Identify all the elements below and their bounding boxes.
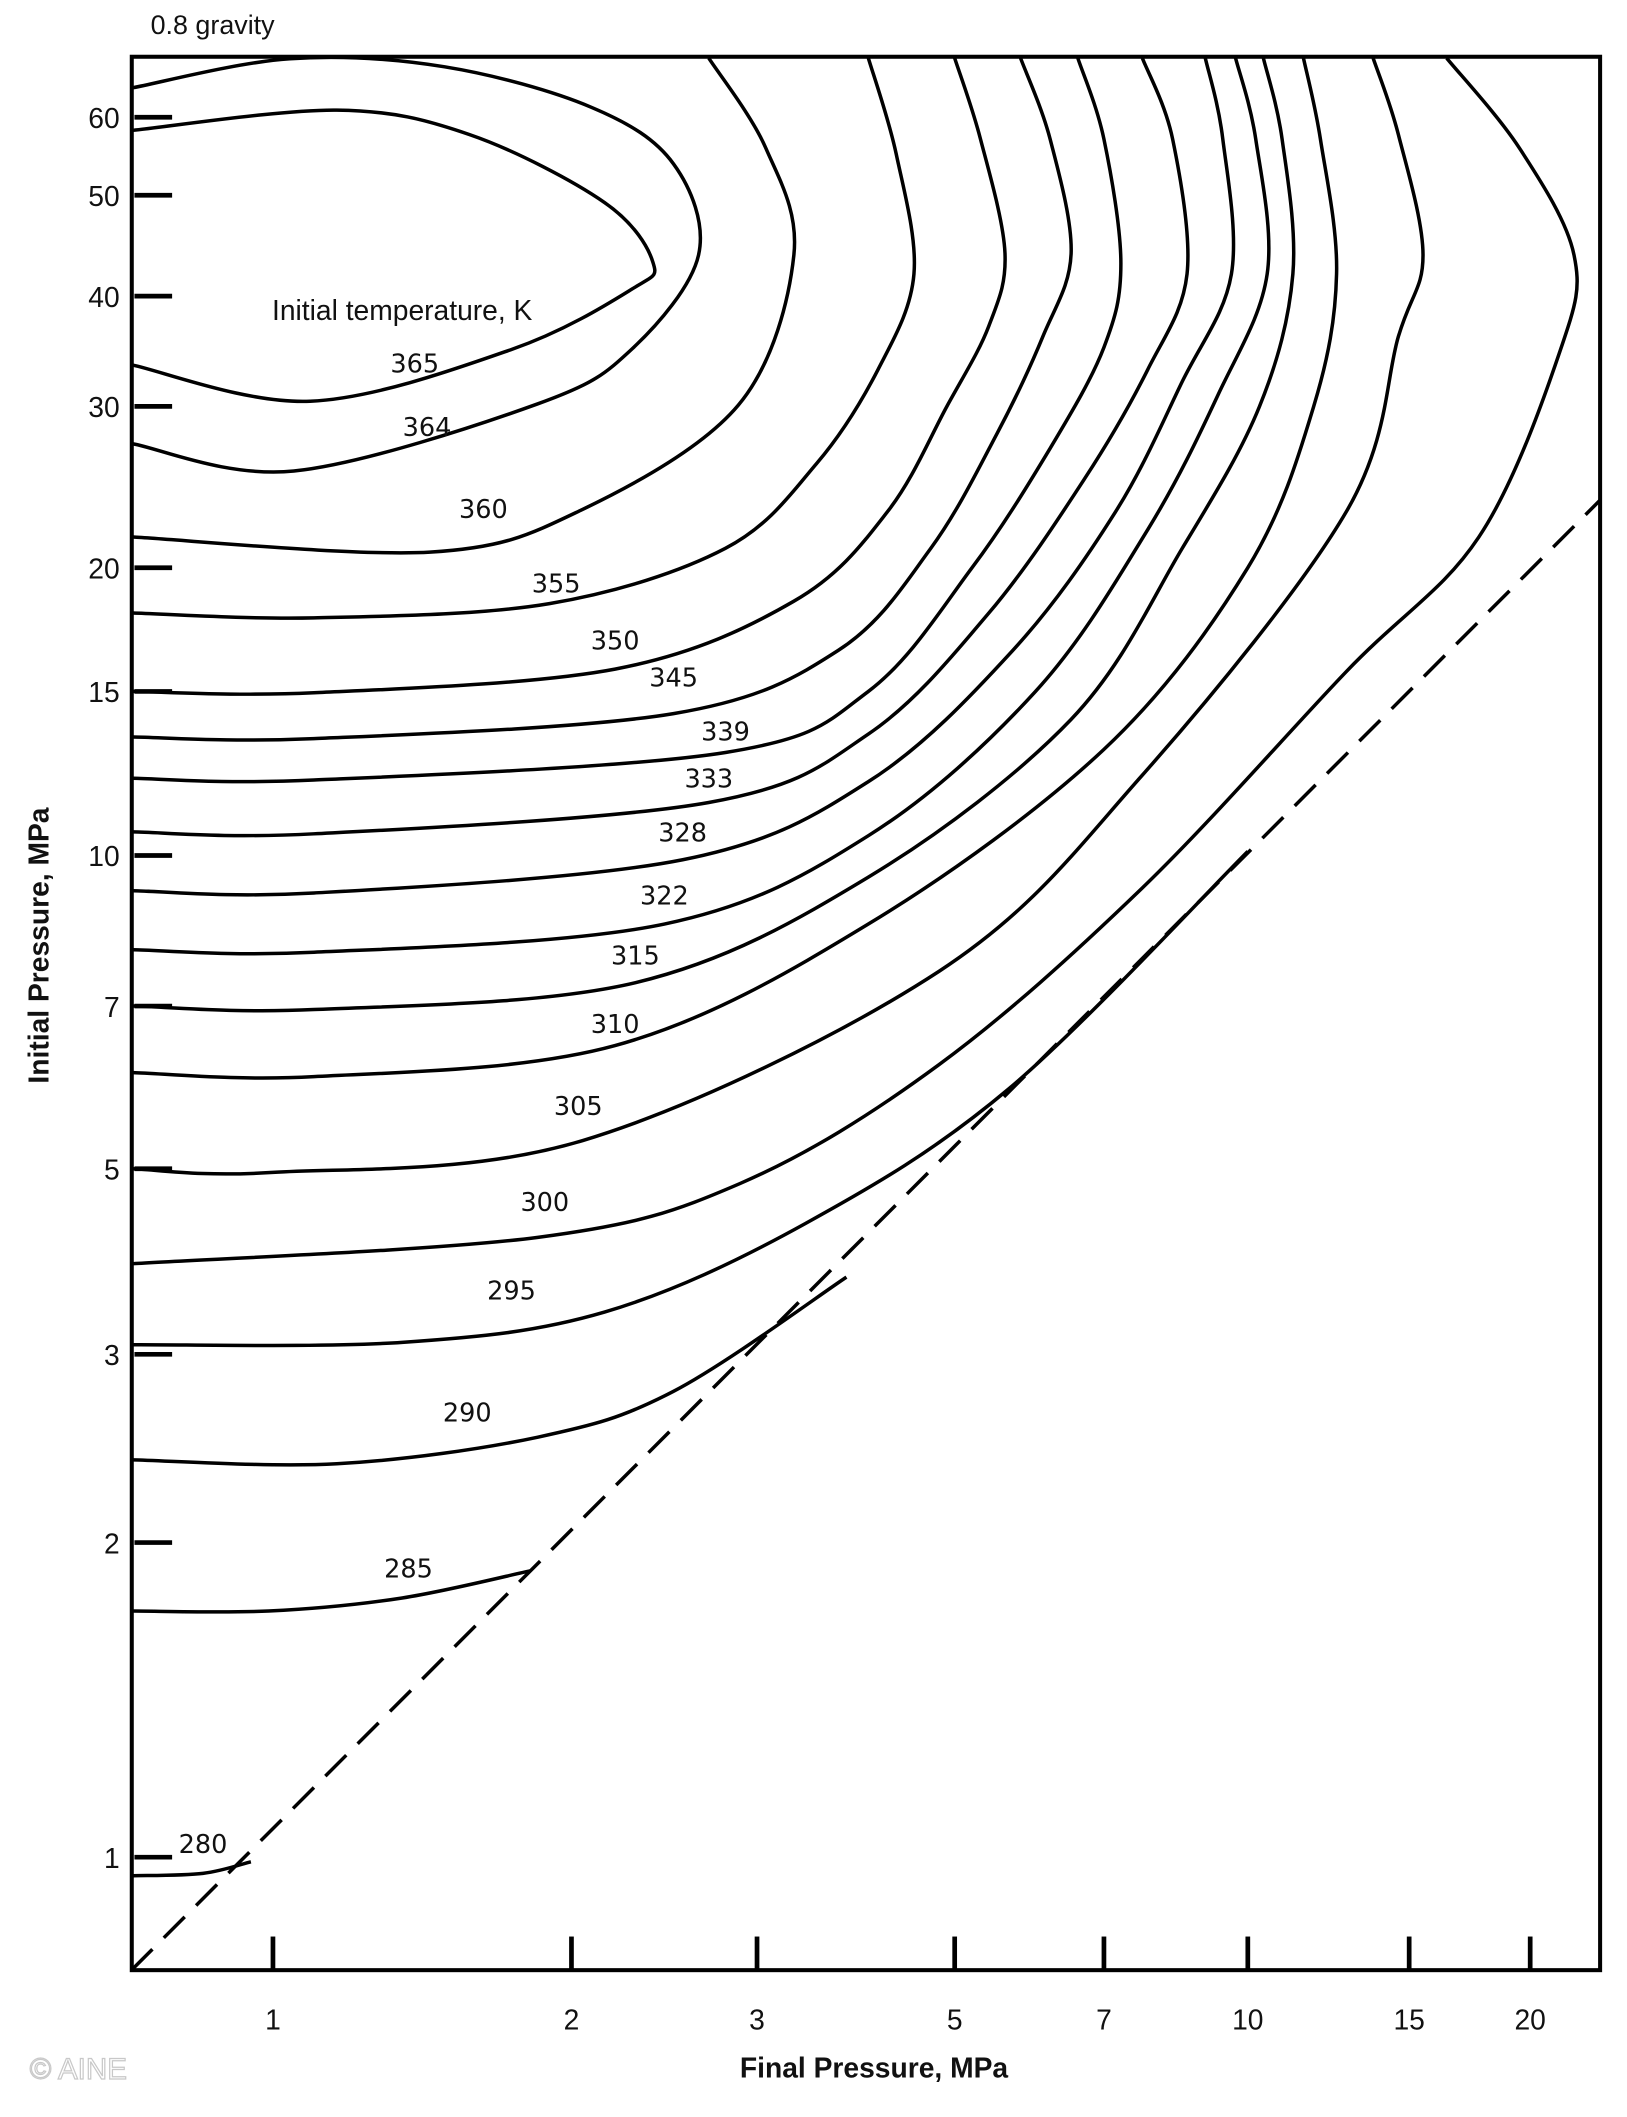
y-axis-title: Initial Pressure, MPa — [22, 807, 54, 1083]
y-tick-label: 5 — [104, 1154, 120, 1186]
contour-label-355: 355 — [532, 569, 581, 599]
contour-280 — [133, 1860, 252, 1878]
contour-360 — [133, 57, 797, 555]
y-tick-label: 3 — [104, 1339, 120, 1371]
contour-label-315: 315 — [611, 941, 660, 971]
contour-label-310: 310 — [591, 1010, 640, 1040]
y-tick-label: 50 — [88, 180, 119, 212]
x-tick-label: 7 — [1096, 2003, 1112, 2035]
contour-label-339: 339 — [701, 717, 750, 747]
contour-label-360: 360 — [459, 495, 508, 525]
contour-label-280: 280 — [179, 1830, 228, 1860]
y-tick-label: 40 — [88, 281, 119, 313]
y-tick-label: 20 — [88, 552, 119, 584]
x-axis-ticks: 1 2 3 5 7 10 15 20 — [265, 1936, 1546, 2035]
y-tick-label: 60 — [88, 102, 119, 134]
contour-label-290: 290 — [443, 1398, 492, 1428]
y-axis-ticks: 60 50 40 30 20 15 10 7 5 3 2 1 — [88, 102, 173, 1874]
reference-dashed-line — [130, 498, 1602, 1972]
x-axis-title: Final Pressure, MPa — [740, 2052, 1008, 2084]
y-tick-label: 10 — [88, 840, 119, 872]
y-tick-label: 30 — [88, 391, 119, 423]
x-tick-label: 20 — [1514, 2003, 1545, 2035]
contour-label-365: 365 — [390, 349, 439, 379]
y-tick-label: 2 — [104, 1527, 120, 1559]
contour-label-328: 328 — [658, 818, 707, 848]
y-tick-label: 7 — [104, 991, 120, 1023]
contour-355 — [133, 57, 917, 620]
plot-frame — [129, 54, 1603, 1973]
contour-290 — [133, 1275, 848, 1467]
x-tick-label: 3 — [749, 2003, 765, 2035]
contour-300 — [133, 57, 1579, 1266]
contour-328 — [133, 57, 1236, 897]
y-tick-label: 15 — [88, 676, 119, 708]
contour-339 — [133, 57, 1123, 784]
contour-310 — [133, 57, 1339, 1080]
annotation-initial-temperature: Initial temperature, K — [272, 294, 533, 326]
contour-lines — [132, 55, 1579, 1878]
x-tick-label: 10 — [1232, 2003, 1263, 2035]
contour-label-333: 333 — [684, 765, 733, 795]
contour-label-350: 350 — [591, 627, 640, 657]
contour-305 — [133, 57, 1425, 1176]
contour-label-364: 364 — [403, 413, 452, 443]
x-tick-label: 2 — [564, 2003, 580, 2035]
contour-295 — [133, 850, 1250, 1348]
contour-322 — [133, 57, 1271, 956]
contour-365 — [132, 108, 657, 404]
x-tick-label: 1 — [265, 2003, 281, 2035]
y-tick-label: 1 — [104, 1842, 120, 1874]
chart-title: 0.8 gravity — [151, 10, 276, 40]
contour-label-305: 305 — [554, 1092, 603, 1122]
contour-333 — [133, 57, 1190, 838]
x-tick-label: 5 — [947, 2003, 963, 2035]
x-tick-label: 15 — [1393, 2003, 1424, 2035]
contour-label-345: 345 — [649, 664, 698, 694]
contour-350 — [133, 57, 1007, 696]
contour-label-300: 300 — [520, 1188, 569, 1218]
contour-285 — [133, 1568, 532, 1614]
contour-label-285: 285 — [384, 1555, 433, 1585]
watermark: © AINE — [30, 2053, 127, 2086]
contour-315 — [133, 57, 1296, 1013]
contour-345 — [133, 57, 1073, 742]
contour-label-295: 295 — [487, 1277, 536, 1307]
contour-label-322: 322 — [640, 882, 689, 912]
